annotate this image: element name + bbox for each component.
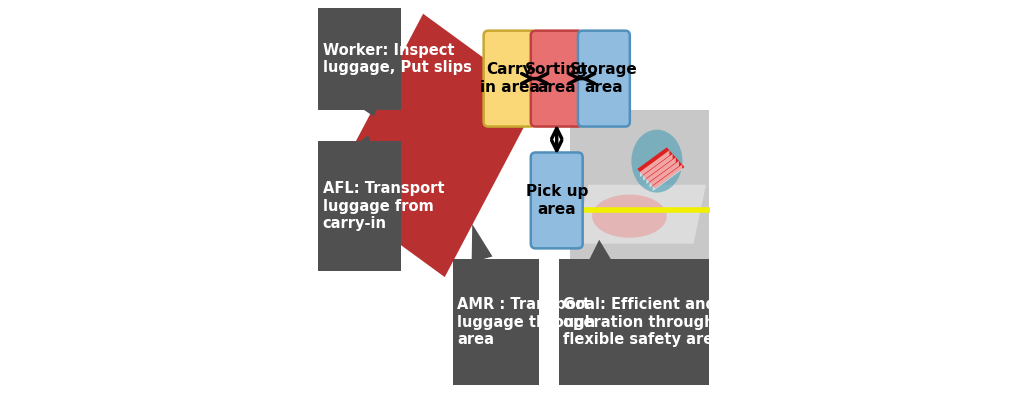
- Polygon shape: [589, 240, 611, 260]
- Text: Pick up
area: Pick up area: [526, 184, 587, 217]
- Text: Carry
in area: Carry in area: [480, 62, 539, 95]
- FancyBboxPatch shape: [484, 31, 535, 127]
- Text: Goal: Efficient and safe
operation through
flexible safety areas: Goal: Efficient and safe operation throu…: [564, 298, 757, 347]
- FancyBboxPatch shape: [578, 31, 630, 127]
- Polygon shape: [653, 164, 682, 191]
- Polygon shape: [643, 154, 673, 180]
- Polygon shape: [570, 110, 710, 269]
- Polygon shape: [638, 147, 684, 189]
- Polygon shape: [649, 161, 679, 187]
- FancyBboxPatch shape: [453, 259, 539, 385]
- FancyBboxPatch shape: [317, 8, 402, 110]
- Polygon shape: [471, 224, 493, 262]
- FancyBboxPatch shape: [317, 141, 402, 271]
- Polygon shape: [329, 14, 539, 277]
- FancyBboxPatch shape: [531, 152, 582, 248]
- Text: Sorting
area: Sorting area: [525, 62, 588, 95]
- FancyBboxPatch shape: [531, 31, 582, 127]
- Polygon shape: [354, 63, 395, 117]
- Text: AMR : Transport
luggage through
area: AMR : Transport luggage through area: [457, 298, 596, 347]
- Text: Worker: Inspect
luggage, Put slips: Worker: Inspect luggage, Put slips: [322, 43, 471, 75]
- FancyBboxPatch shape: [559, 259, 710, 385]
- Polygon shape: [352, 135, 386, 173]
- Ellipse shape: [593, 195, 667, 238]
- Polygon shape: [640, 150, 670, 177]
- Ellipse shape: [632, 130, 683, 193]
- Polygon shape: [575, 185, 707, 244]
- Polygon shape: [646, 157, 676, 184]
- Text: Storage
area: Storage area: [570, 62, 638, 95]
- Text: AFL: Transport
luggage from
carry-in: AFL: Transport luggage from carry-in: [322, 182, 444, 231]
